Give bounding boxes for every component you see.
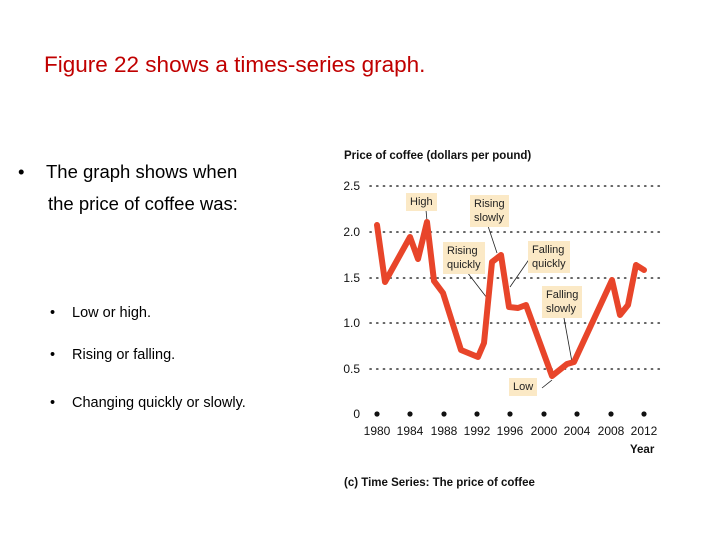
- slide-title: Figure 22 shows a times-series graph.: [44, 52, 426, 77]
- bullet-icon: •: [50, 347, 56, 363]
- annotation-text: slowly: [474, 212, 504, 224]
- price-line: [374, 219, 647, 379]
- x-tick: 1996: [496, 424, 524, 438]
- x-axis-label: Year: [630, 444, 655, 456]
- annotation-high: High: [406, 193, 437, 211]
- annotation-falling-slowly: Falling slowly: [542, 286, 583, 318]
- bullet-icon: •: [50, 395, 56, 411]
- x-axis-dots: [374, 411, 647, 417]
- annotation-text: High: [410, 196, 433, 208]
- annotation-rising-slowly: Rising slowly: [470, 195, 509, 227]
- annotation-text: Falling: [532, 244, 565, 256]
- x-tick: 1988: [430, 424, 458, 438]
- y-tick: 1.5: [343, 271, 360, 285]
- bullet-icon: •: [18, 161, 25, 182]
- x-tick: 2004: [563, 424, 591, 438]
- sub-bullet-rising-falling: • Rising or falling.: [50, 347, 175, 363]
- annotation-text: Rising: [447, 245, 478, 257]
- sub-bullet-text: Low or high.: [72, 305, 151, 321]
- sub-bullet-quickly-slowly: • Changing quickly or slowly.: [50, 395, 246, 411]
- annotation-falling-quickly: Falling quickly: [528, 241, 570, 273]
- sub-bullet-text: Changing quickly or slowly.: [72, 395, 246, 411]
- y-tick: 0: [353, 407, 360, 421]
- y-tick: 2.5: [343, 179, 360, 193]
- x-tick: 1992: [463, 424, 491, 438]
- y-tick: 2.0: [343, 225, 360, 239]
- x-tick: 2012: [630, 424, 658, 438]
- annotation-rising-quickly: Rising quickly: [443, 242, 485, 274]
- annotation-text: quickly: [447, 259, 481, 271]
- annotation-text: Low: [513, 381, 534, 393]
- gridlines: [369, 185, 661, 370]
- annotation-text: Falling: [546, 289, 579, 301]
- bullet-icon: •: [50, 305, 56, 321]
- main-bullet-line1: The graph shows when: [46, 161, 238, 182]
- x-tick: 1980: [363, 424, 391, 438]
- x-tick: 2008: [597, 424, 625, 438]
- x-tick: 1984: [396, 424, 424, 438]
- y-tick: 1.0: [343, 316, 360, 330]
- y-tick: 0.5: [343, 362, 360, 376]
- main-bullet-line2: the price of coffee was:: [48, 193, 238, 214]
- sub-bullet-low-high: • Low or high.: [50, 305, 151, 321]
- annotation-low: Low: [509, 378, 538, 396]
- sub-bullet-text: Rising or falling.: [72, 347, 176, 363]
- annotation-text: slowly: [546, 303, 576, 315]
- y-axis-label: Price of coffee (dollars per pound): [344, 150, 532, 162]
- x-tick: 2000: [530, 424, 558, 438]
- chart-caption: (c) Time Series: The price of coffee: [344, 477, 535, 489]
- annotation-text: Rising: [474, 198, 505, 210]
- leader-lines: [425, 209, 573, 389]
- annotation-text: quickly: [532, 258, 566, 270]
